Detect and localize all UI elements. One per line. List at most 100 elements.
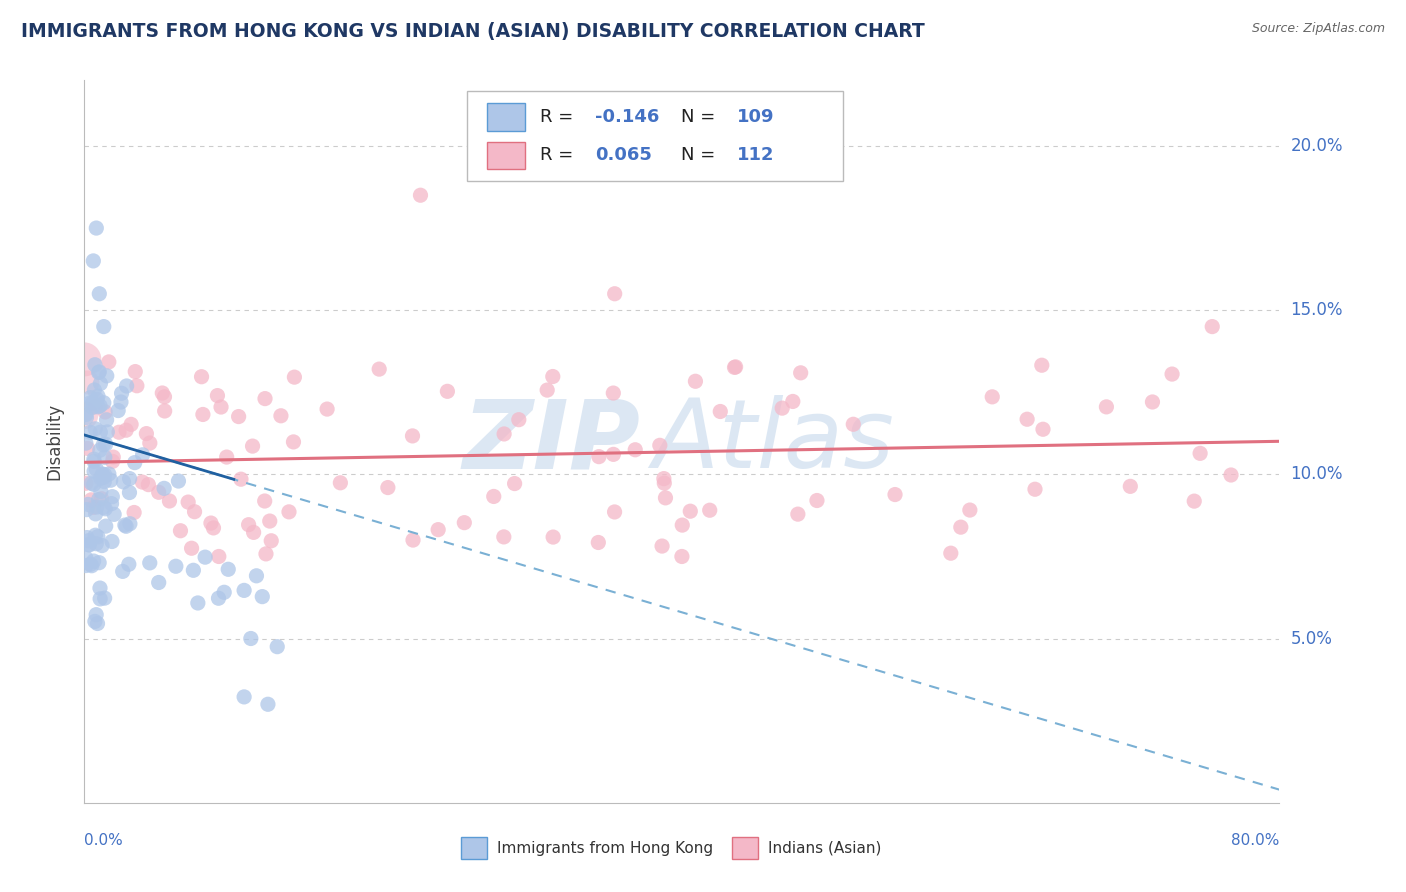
Point [79,538,101,552]
Point [83,454,105,468]
Point [1119,479,1142,493]
Point [82,401,104,415]
Point [91,438,114,452]
Point [76,376,98,390]
Point [87,389,110,403]
Point [118,558,141,572]
Point [259,514,281,528]
Point [83,452,105,467]
FancyBboxPatch shape [467,91,844,181]
Point [187,596,209,610]
Point [118,516,141,531]
Text: 20.0%: 20.0% [1291,137,1343,155]
Text: 0.0%: 0.0% [84,833,124,848]
Point [266,640,288,654]
Point [401,429,423,443]
Point [316,402,339,417]
Point [76,442,98,456]
Point [503,476,526,491]
Point [84,537,107,551]
Point [1031,358,1053,372]
Point [233,690,256,704]
Point [842,417,865,432]
Bar [486,103,526,131]
Text: Indians (Asian): Indians (Asian) [768,841,882,855]
Point [101,454,124,468]
Point [124,456,146,470]
Point [84,507,107,521]
Text: 0.065: 0.065 [595,145,651,164]
Point [183,505,205,519]
Text: R =: R = [540,145,579,164]
Point [79,391,101,405]
Point [89,399,111,413]
Point [1017,412,1039,426]
Point [118,485,141,500]
Point [215,450,238,464]
Point [150,386,173,401]
Point [190,369,212,384]
Point [153,390,176,404]
Point [75,436,97,450]
Point [112,475,135,489]
Point [131,448,153,462]
Point [76,531,98,545]
Point [90,471,112,485]
Point [89,443,111,458]
Point [90,491,112,506]
Point [131,475,153,489]
Point [93,500,115,515]
Point [1095,400,1118,414]
Point [652,476,675,491]
Point [93,319,115,334]
Point [89,581,111,595]
Point [87,400,110,414]
Point [229,472,252,486]
Point [939,546,962,560]
Point [76,502,98,516]
Point [541,530,564,544]
Point [100,473,122,487]
Point [1024,482,1046,496]
Point [671,518,693,533]
Point [212,585,235,599]
Point [87,366,110,380]
Point [153,404,176,418]
Point [709,404,731,418]
Point [83,477,105,491]
Point [770,401,793,416]
Point [96,425,118,439]
Point [427,523,450,537]
Point [118,472,141,486]
Point [101,534,124,549]
Point [602,447,624,461]
Point [233,583,256,598]
Point [242,525,264,540]
Text: 112: 112 [737,145,775,164]
Point [96,368,118,383]
Point [177,495,200,509]
Text: Immigrants from Hong Kong: Immigrants from Hong Kong [496,841,713,855]
Point [83,500,105,515]
Text: 10.0%: 10.0% [1291,466,1343,483]
Point [75,551,97,566]
Point [79,425,101,440]
Point [84,400,107,414]
Point [699,503,721,517]
Point [169,524,191,538]
Point [238,517,260,532]
Point [94,450,117,465]
Point [114,518,136,533]
Point [120,417,142,432]
Point [453,516,475,530]
Point [73,409,96,423]
Point [207,591,229,606]
Point [652,472,675,486]
Point [723,360,745,375]
Point [80,492,103,507]
Point [648,438,671,452]
Point [86,392,108,407]
Point [100,497,122,511]
Point [148,575,170,590]
Point [536,383,558,397]
